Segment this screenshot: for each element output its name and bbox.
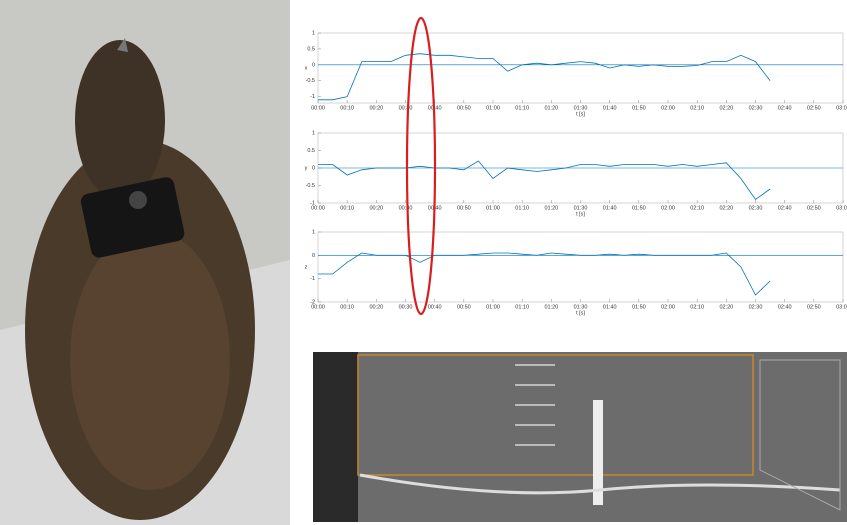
x-tick-label: 01:00 <box>486 105 500 111</box>
x-tick-label: 02:00 <box>661 105 675 111</box>
x-tick-label: 03:00 <box>836 205 847 211</box>
x-tick-label: 01:50 <box>632 304 646 310</box>
x-tick-label: 02:20 <box>719 205 733 211</box>
x-tick-label: 02:10 <box>690 304 704 310</box>
x-tick-label: 03:00 <box>836 105 847 111</box>
x-tick-label: 02:40 <box>778 105 792 111</box>
x-tick-label: 00:00 <box>311 105 325 111</box>
x-tick-label: 01:50 <box>632 205 646 211</box>
x-tick-label: 01:00 <box>486 304 500 310</box>
x-axis-label: t [s] <box>576 310 585 316</box>
x-tick-label: 00:50 <box>457 105 471 111</box>
x-tick-label: 02:40 <box>778 304 792 310</box>
x-tick-label: 00:50 <box>457 304 471 310</box>
x-tick-label: 02:20 <box>719 304 733 310</box>
x-tick-label: 00:00 <box>311 205 325 211</box>
y-tick-label: -1 <box>310 276 315 282</box>
y-tick-label: 1 <box>312 130 315 136</box>
x-tick-label: 01:20 <box>544 205 558 211</box>
x-tick-label: 00:00 <box>311 304 325 310</box>
x-tick-label: 00:20 <box>369 205 383 211</box>
y-tick-label: 0.5 <box>307 46 315 52</box>
y-tick-label: -0.5 <box>306 183 315 189</box>
x-tick-label: 01:00 <box>486 205 500 211</box>
x-tick-label: 01:40 <box>603 105 617 111</box>
x-tick-label: 01:10 <box>515 205 529 211</box>
y-tick-label: 0.5 <box>307 148 315 154</box>
y-tick-label: -1 <box>310 94 315 100</box>
x-tick-label: 02:10 <box>690 105 704 111</box>
x-tick-label: 01:20 <box>544 304 558 310</box>
x-tick-label: 01:10 <box>515 105 529 111</box>
y-axis-label: z <box>305 264 308 270</box>
x-tick-label: 00:20 <box>369 105 383 111</box>
x-tick-label: 00:30 <box>399 304 413 310</box>
x-axis-label: t [s] <box>576 111 585 117</box>
x-tick-label: 02:20 <box>719 105 733 111</box>
x-tick-label: 02:50 <box>807 304 821 310</box>
y-axis-label: x <box>305 65 308 71</box>
x-tick-label: 02:00 <box>661 205 675 211</box>
plot-frame <box>318 33 843 103</box>
x-tick-label: 00:40 <box>428 304 442 310</box>
x-tick-label: 01:40 <box>603 205 617 211</box>
y-axis-label: y <box>305 165 308 171</box>
y-tick-label: 0 <box>312 62 315 68</box>
x-tick-label: 02:50 <box>807 205 821 211</box>
x-tick-label: 00:50 <box>457 205 471 211</box>
y-tick-label: 0 <box>312 253 315 259</box>
x-tick-label: 03:00 <box>836 304 847 310</box>
x-tick-label: 00:20 <box>369 304 383 310</box>
x-tick-label: 00:30 <box>399 205 413 211</box>
y-tick-label: 0 <box>312 165 315 171</box>
x-tick-label: 01:40 <box>603 304 617 310</box>
x-tick-label: 01:10 <box>515 304 529 310</box>
x-tick-label: 02:30 <box>749 105 763 111</box>
x-tick-label: 01:50 <box>632 105 646 111</box>
y-tick-label: -0.5 <box>306 78 315 84</box>
y-tick-label: 1 <box>312 30 315 36</box>
x-tick-label: 00:10 <box>340 105 354 111</box>
x-tick-label: 02:40 <box>778 205 792 211</box>
x-tick-label: 00:10 <box>340 304 354 310</box>
x-tick-label: 00:30 <box>399 105 413 111</box>
video-frame <box>313 352 847 522</box>
x-tick-label: 00:10 <box>340 205 354 211</box>
x-tick-label: 02:00 <box>661 304 675 310</box>
y-tick-label: 1 <box>312 229 315 235</box>
x-tick-label: 02:50 <box>807 105 821 111</box>
plot-frame <box>318 232 843 302</box>
x-tick-label: 01:20 <box>544 105 558 111</box>
x-tick-label: 02:30 <box>749 304 763 310</box>
x-tick-label: 02:10 <box>690 205 704 211</box>
quail-photo <box>0 0 290 525</box>
x-tick-label: 02:30 <box>749 205 763 211</box>
x-axis-label: t [s] <box>576 211 585 217</box>
figure: -1 -0.5 0 0.5 1 00:00 00:10 00:20 00:30 00:40 00:5… <box>0 0 847 525</box>
